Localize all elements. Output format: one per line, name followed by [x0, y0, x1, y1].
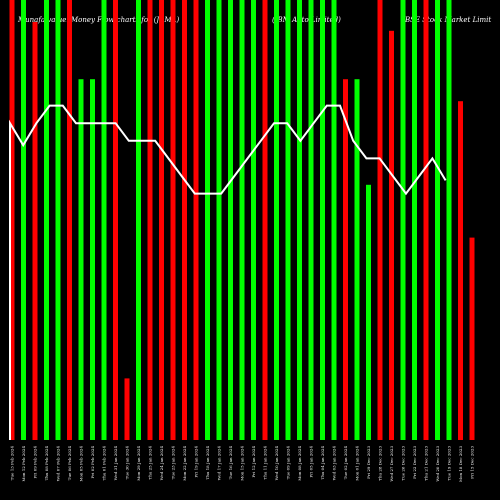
x-label-17: Thu 18 Jan 2024: [205, 446, 210, 480]
bar-16: [193, 0, 199, 440]
bar-37: [435, 0, 440, 440]
x-label-32: Thu 28 Dec 2023: [378, 446, 383, 481]
x-label-22: Thu 11 Jan 2024: [263, 446, 268, 480]
x-label-33: Wed 27 Dec 2023: [389, 446, 394, 482]
x-label-0: Tue 13 Feb 2024: [10, 446, 15, 481]
bar-19: [228, 0, 233, 440]
x-label-28: Wed 03 Jan 2024: [332, 446, 337, 481]
x-label-6: Mon 05 Feb 2024: [79, 446, 84, 482]
x-label-8: Thu 01 Feb 2024: [102, 446, 107, 481]
x-label-19: Tue 16 Jan 2024: [228, 446, 233, 480]
x-label-24: Tue 09 Jan 2024: [286, 446, 291, 480]
x-label-1: Mon 12 Feb 2024: [21, 446, 26, 482]
x-label-20: Mon 15 Jan 2024: [240, 446, 245, 481]
bar-28: [331, 0, 337, 440]
bar-21: [251, 0, 256, 440]
x-label-38: Tue 19 Dec 2023: [447, 446, 452, 481]
bar-0: [9, 0, 15, 440]
x-label-30: Mon 01 Jan 2024: [355, 446, 360, 481]
bar-9: [113, 0, 118, 440]
x-label-21: Fri 12 Jan 2024: [251, 446, 256, 478]
x-label-35: Fri 22 Dec 2023: [412, 446, 417, 479]
x-label-31: Fri 29 Dec 2023: [366, 446, 371, 479]
bar-32: [377, 0, 383, 440]
x-label-16: Fri 19 Jan 2024: [194, 446, 199, 478]
bar-15: [182, 0, 187, 440]
x-label-2: Fri 09 Feb 2024: [33, 446, 38, 479]
bar-38: [446, 0, 452, 440]
bars-group: [9, 0, 475, 441]
bar-35: [412, 0, 417, 440]
x-label-7: Fri 02 Feb 2024: [90, 446, 95, 479]
bar-12: [147, 0, 153, 440]
bar-34: [400, 0, 406, 440]
bar-31: [366, 184, 371, 440]
bar-26: [308, 0, 314, 440]
money-flow-line: [9, 104, 447, 440]
bar-30: [354, 79, 360, 440]
x-label-36: Thu 21 Dec 2023: [424, 446, 429, 481]
bar-24: [285, 0, 291, 440]
x-label-9: Wed 31 Jan 2024: [113, 446, 118, 481]
x-label-27: Thu 04 Jan 2024: [320, 446, 325, 480]
x-label-34: Tue 26 Dec 2023: [401, 446, 406, 481]
bar-33: [389, 30, 394, 441]
x-label-37: Wed 20 Dec 2023: [435, 446, 440, 482]
bar-3: [44, 0, 49, 440]
bar-14: [170, 0, 176, 440]
bar-22: [262, 0, 268, 440]
bar-27: [320, 0, 325, 440]
x-label-23: Wed 10 Jan 2024: [274, 446, 279, 481]
bar-18: [216, 0, 222, 440]
x-label-5: Tue 06 Feb 2024: [67, 446, 72, 481]
x-label-18: Wed 17 Jan 2024: [217, 446, 222, 481]
x-label-39: Mon 18 Dec 2023: [458, 446, 463, 482]
bar-10: [124, 378, 130, 440]
bar-23: [274, 0, 279, 440]
bar-29: [343, 79, 348, 440]
x-label-12: Thu 25 Jan 2024: [148, 446, 153, 480]
bar-7: [90, 79, 95, 440]
x-label-15: Mon 22 Jan 2024: [182, 446, 187, 481]
x-label-4: Wed 07 Feb 2024: [56, 446, 61, 482]
bar-8: [101, 0, 107, 440]
bar-40: [469, 237, 475, 440]
bar-20: [239, 0, 245, 440]
chart-title-part-1: Munafa value: Money Flow charts for (JBM…: [18, 16, 180, 24]
bar-13: [159, 0, 164, 440]
bar-39: [458, 101, 463, 440]
x-label-29: Tue 02 Jan 2024: [343, 446, 348, 480]
bar-17: [205, 0, 210, 440]
bar-2: [32, 22, 38, 440]
bar-6: [78, 79, 84, 440]
bar-5: [67, 0, 72, 440]
x-label-3: Thu 08 Feb 2024: [44, 446, 49, 481]
x-label-14: Tue 23 Jan 2024: [171, 446, 176, 480]
x-label-13: Wed 24 Jan 2024: [159, 446, 164, 481]
bar-25: [297, 0, 302, 440]
x-labels-group: Tue 13 Feb 2024 Mon 12 Feb 2024 Fri 09 Feb…: [10, 446, 475, 482]
bar-1: [21, 0, 26, 440]
money-flow-line-group: [9, 104, 447, 440]
x-label-26: Fri 05 Jan 2024: [309, 446, 314, 478]
bar-36: [423, 0, 429, 440]
x-label-25: Mon 08 Jan 2024: [297, 446, 302, 481]
x-label-40: Fri 15 Dec 2023: [470, 446, 475, 479]
chart-title-part-2: (JBM Auto Limited): [272, 16, 341, 24]
bar-11: [136, 0, 141, 440]
x-label-10: Tue 30 Jan 2024: [125, 446, 130, 480]
bar-4: [55, 0, 61, 440]
x-label-11: Mon 29 Jan 2024: [136, 446, 141, 481]
